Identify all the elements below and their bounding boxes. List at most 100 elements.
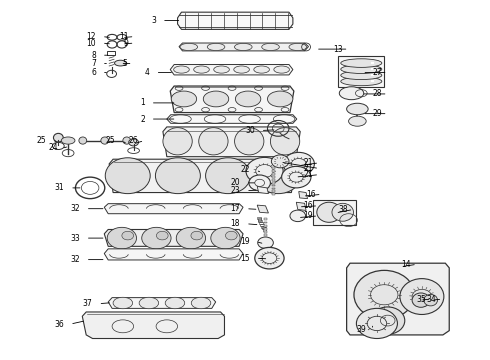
Text: 20: 20 <box>230 178 240 187</box>
Text: 8: 8 <box>91 51 96 60</box>
Ellipse shape <box>53 134 63 142</box>
Ellipse shape <box>214 66 229 73</box>
Ellipse shape <box>203 91 229 107</box>
Text: 17: 17 <box>230 204 240 213</box>
Bar <box>264 253 267 255</box>
Text: 33: 33 <box>70 234 80 243</box>
Text: 28: 28 <box>372 89 382 98</box>
Text: 35: 35 <box>416 294 426 303</box>
Ellipse shape <box>262 43 279 50</box>
Polygon shape <box>296 202 306 211</box>
Text: 14: 14 <box>401 260 411 269</box>
Ellipse shape <box>191 231 203 240</box>
Bar <box>272 173 275 175</box>
Text: 6: 6 <box>91 68 96 77</box>
Text: 21: 21 <box>304 164 314 173</box>
Ellipse shape <box>341 59 382 67</box>
Ellipse shape <box>412 293 430 307</box>
Text: 3: 3 <box>151 16 156 25</box>
Text: 34: 34 <box>427 294 437 303</box>
Text: 29: 29 <box>372 109 382 118</box>
Text: 22: 22 <box>241 166 250 175</box>
Ellipse shape <box>268 91 293 107</box>
Text: 19: 19 <box>303 211 313 220</box>
Bar <box>259 222 263 224</box>
Text: 21: 21 <box>304 170 314 179</box>
Ellipse shape <box>191 297 211 309</box>
Polygon shape <box>257 186 269 194</box>
Ellipse shape <box>356 309 397 338</box>
Polygon shape <box>170 86 294 113</box>
Text: 24: 24 <box>49 143 58 152</box>
Polygon shape <box>104 204 243 214</box>
Ellipse shape <box>176 227 206 249</box>
Ellipse shape <box>254 66 270 73</box>
Bar <box>258 219 262 221</box>
Bar <box>272 188 275 189</box>
Polygon shape <box>163 127 300 157</box>
Text: 2: 2 <box>140 114 145 123</box>
Ellipse shape <box>255 247 284 269</box>
Ellipse shape <box>235 91 261 107</box>
Bar <box>264 228 267 230</box>
Ellipse shape <box>332 203 353 221</box>
Text: 4: 4 <box>145 68 150 77</box>
Text: 5: 5 <box>122 59 127 68</box>
Ellipse shape <box>270 128 300 155</box>
Text: 25: 25 <box>106 136 116 145</box>
Ellipse shape <box>282 166 311 188</box>
Bar <box>272 170 275 172</box>
Polygon shape <box>257 205 269 213</box>
Ellipse shape <box>211 227 240 249</box>
Ellipse shape <box>346 103 368 115</box>
Bar <box>272 185 275 186</box>
Ellipse shape <box>139 297 159 309</box>
Ellipse shape <box>107 227 137 249</box>
Ellipse shape <box>194 66 209 73</box>
Ellipse shape <box>348 116 366 126</box>
Ellipse shape <box>354 270 415 319</box>
Ellipse shape <box>289 43 307 50</box>
Ellipse shape <box>180 43 197 50</box>
Ellipse shape <box>79 137 87 144</box>
Text: 16: 16 <box>306 190 316 199</box>
Text: 18: 18 <box>231 219 240 228</box>
Text: 38: 38 <box>338 205 347 214</box>
Text: 21: 21 <box>304 158 314 167</box>
Text: 15: 15 <box>240 254 250 263</box>
Ellipse shape <box>206 158 250 194</box>
Bar <box>264 231 267 233</box>
Ellipse shape <box>105 158 150 194</box>
Text: 31: 31 <box>54 183 64 192</box>
Ellipse shape <box>101 137 109 144</box>
Ellipse shape <box>290 210 306 222</box>
Text: 30: 30 <box>245 126 255 135</box>
Ellipse shape <box>283 152 315 175</box>
Polygon shape <box>177 12 293 30</box>
Text: 7: 7 <box>91 59 96 68</box>
Ellipse shape <box>113 297 133 309</box>
Bar <box>272 176 275 178</box>
Text: 25: 25 <box>37 136 46 145</box>
Text: 26: 26 <box>129 136 139 145</box>
Ellipse shape <box>129 139 139 146</box>
Bar <box>264 244 267 246</box>
Ellipse shape <box>155 158 200 194</box>
Bar <box>264 241 267 243</box>
Polygon shape <box>170 64 293 75</box>
Ellipse shape <box>317 202 341 222</box>
Text: 19: 19 <box>240 237 250 246</box>
Text: 11: 11 <box>119 32 129 41</box>
Bar <box>258 220 262 222</box>
Bar <box>263 229 267 231</box>
Ellipse shape <box>339 87 364 100</box>
Text: 16: 16 <box>303 201 313 210</box>
Ellipse shape <box>400 279 444 315</box>
Bar <box>314 200 356 225</box>
Text: 12: 12 <box>86 32 96 41</box>
Text: 32: 32 <box>70 255 80 264</box>
Ellipse shape <box>246 157 283 185</box>
Ellipse shape <box>225 231 237 240</box>
Ellipse shape <box>235 43 252 50</box>
Text: 37: 37 <box>83 299 93 308</box>
